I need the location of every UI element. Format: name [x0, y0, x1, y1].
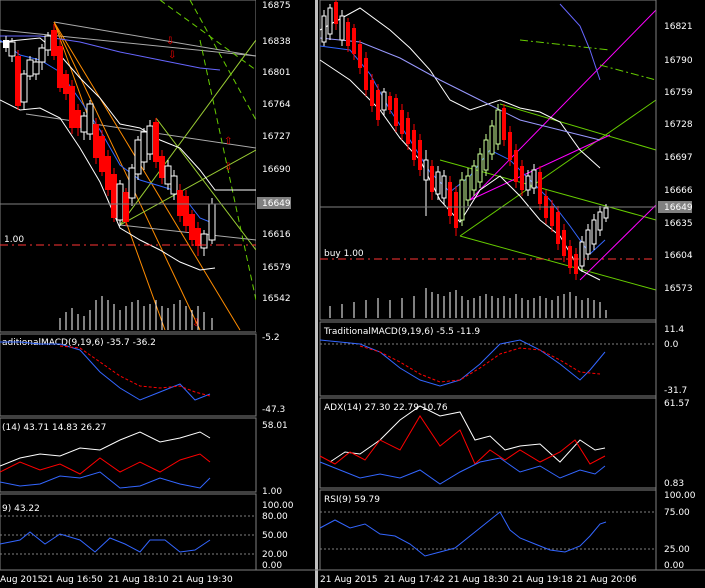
- svg-text:75.00: 75.00: [664, 508, 690, 518]
- right-current-price-tag: [658, 201, 692, 213]
- svg-text:11.4: 11.4: [664, 325, 684, 335]
- svg-text:50.00: 50.00: [262, 531, 288, 541]
- left-volume-bars: [59, 296, 213, 330]
- svg-text:21 Aug 19:18: 21 Aug 19:18: [512, 575, 573, 585]
- svg-text:16666: 16666: [664, 186, 693, 196]
- svg-text:21 Aug 16:50: 21 Aug 16:50: [42, 575, 103, 585]
- svg-text:1.00: 1.00: [262, 487, 282, 497]
- svg-text:0.00: 0.00: [664, 561, 684, 571]
- svg-text:0.00: 0.00: [262, 561, 282, 571]
- svg-text:21 Aug 19:30: 21 Aug 19:30: [172, 575, 233, 585]
- svg-text:16801: 16801: [262, 68, 291, 78]
- svg-text:21 Aug 18:30: 21 Aug 18:30: [448, 575, 509, 585]
- right-rsi-label: RSI(9) 59.79: [324, 495, 380, 505]
- svg-text:25.00: 25.00: [664, 545, 690, 555]
- sell-arrow-icon: ⇩: [224, 162, 232, 173]
- svg-text:16838: 16838: [262, 37, 291, 47]
- svg-text:16790: 16790: [664, 56, 693, 66]
- svg-text:61.57: 61.57: [664, 399, 690, 409]
- right-current-price-text: 16649: [664, 203, 693, 213]
- svg-text:16728: 16728: [664, 120, 693, 130]
- left-current-price-tag: [257, 197, 291, 209]
- svg-text:100.00: 100.00: [262, 501, 294, 511]
- svg-text:21 Aug 2015: 21 Aug 2015: [320, 575, 378, 585]
- sell-arrow-icon: ⇩: [192, 318, 200, 329]
- svg-text:16579: 16579: [262, 263, 291, 273]
- left-order-label: 1.00: [4, 235, 24, 245]
- svg-text:16875: 16875: [262, 1, 291, 11]
- svg-text:21 Aug 20:06: 21 Aug 20:06: [576, 575, 637, 585]
- right-rsi-panel[interactable]: RSI(9) 59.79 100.00 75.00 25.00 0.00: [319, 491, 696, 571]
- window-splitter[interactable]: [315, 0, 318, 588]
- svg-text:16690: 16690: [262, 165, 291, 175]
- svg-text:16542: 16542: [262, 294, 291, 304]
- right-volume-bars: [329, 288, 607, 318]
- left-adx-label: (14) 43.71 14.83 26.27: [2, 423, 106, 433]
- svg-text:16821: 16821: [664, 22, 693, 32]
- right-time-axis: 21 Aug 2015 21 Aug 17:42 21 Aug 18:30 21…: [320, 575, 637, 585]
- svg-text:16604: 16604: [664, 251, 693, 261]
- right-macd-label: TraditionalMACD(9,19,6) -5.5 -11.9: [323, 327, 480, 337]
- left-price-axis: 16875 16838 16801 16764 16727 16690 1661…: [256, 0, 316, 332]
- left-current-price-text: 16649: [262, 199, 291, 209]
- svg-text:16616: 16616: [262, 230, 291, 240]
- right-order-label: buy 1.00: [324, 249, 364, 259]
- svg-text:21 Aug 17:42: 21 Aug 17:42: [384, 575, 445, 585]
- svg-text:20.00: 20.00: [262, 550, 288, 560]
- left-time-axis: Aug 2015 21 Aug 16:50 21 Aug 18:10 21 Au…: [0, 575, 233, 585]
- svg-text:58.01: 58.01: [262, 421, 288, 431]
- left-candles: [3, 24, 216, 256]
- sell-arrow-icon: ⇩: [166, 36, 174, 47]
- right-candles: [321, 0, 609, 280]
- svg-text:0.0: 0.0: [664, 340, 679, 350]
- left-price-panel[interactable]: ⇩ ⇩ ⇧ ⇩ ⇩ 1.00: [0, 0, 257, 331]
- right-price-axis: 16821 16790 16759 16728 16697 16666 1663…: [658, 22, 693, 294]
- svg-text:-31.7: -31.7: [664, 386, 687, 396]
- svg-text:16764: 16764: [262, 100, 291, 110]
- svg-text:16727: 16727: [262, 132, 291, 142]
- left-rsi-label: 9) 43.22: [2, 504, 40, 514]
- sell-arrow-icon: ⇧: [224, 136, 232, 147]
- svg-text:16573: 16573: [664, 284, 693, 294]
- left-adx-panel[interactable]: (14) 43.71 14.83 26.27 58.01 1.00: [0, 421, 288, 497]
- svg-text:16635: 16635: [664, 219, 693, 229]
- right-price-panel[interactable]: buy 1.00: [319, 0, 657, 318]
- right-adx-label: ADX(14) 27.30 22.79 10.76: [324, 403, 448, 413]
- left-macd-panel[interactable]: aditionalMACD(9,19,6) -35.7 -36.2 -5.2 -…: [0, 333, 285, 415]
- left-chart-window[interactable]: ⇩ ⇩ ⇧ ⇩ ⇩ 1.00: [0, 0, 316, 585]
- svg-text:21 Aug 18:10: 21 Aug 18:10: [108, 575, 169, 585]
- svg-text:Aug 2015: Aug 2015: [0, 575, 43, 585]
- right-macd-panel[interactable]: TraditionalMACD(9,19,6) -5.5 -11.9 11.4 …: [319, 325, 687, 396]
- svg-text:-47.3: -47.3: [262, 405, 285, 415]
- svg-text:100.00: 100.00: [664, 491, 696, 501]
- svg-text:16759: 16759: [664, 88, 693, 98]
- svg-text:16697: 16697: [664, 153, 693, 163]
- left-macd-label: aditionalMACD(9,19,6) -35.7 -36.2: [2, 338, 156, 348]
- left-rsi-panel[interactable]: 9) 43.22 100.00 80.00 50.00 20.00 0.00: [0, 501, 294, 571]
- right-chart-window[interactable]: buy 1.00: [319, 0, 696, 585]
- svg-text:80.00: 80.00: [262, 512, 288, 522]
- svg-text:0.83: 0.83: [664, 479, 684, 489]
- sell-arrow-icon: ⇩: [168, 50, 176, 61]
- right-adx-panel[interactable]: ADX(14) 27.30 22.79 10.76 61.57 0.83: [319, 399, 690, 489]
- svg-text:-5.2: -5.2: [262, 333, 280, 343]
